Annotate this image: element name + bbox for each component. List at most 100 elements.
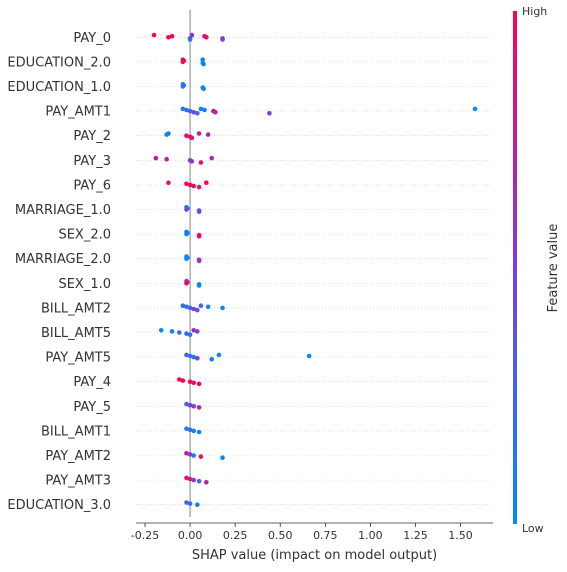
- feature-label: PAY_0: [73, 31, 111, 46]
- shap-point: [164, 156, 169, 162]
- shap-point: [184, 231, 189, 237]
- shap-point: [196, 209, 202, 214]
- shap-point: [195, 307, 200, 313]
- shap-point: [191, 477, 196, 483]
- shap-point: [169, 33, 175, 39]
- shap-point: [189, 32, 195, 38]
- shap-point: [472, 106, 478, 112]
- shap-point: [195, 502, 200, 508]
- feature-label: PAY_AMT3: [45, 474, 111, 489]
- x-tick-label: 1.50: [448, 529, 473, 542]
- shap-point: [198, 303, 204, 309]
- x-tick-label: 0.00: [178, 529, 203, 542]
- feature-label: PAY_4: [73, 375, 111, 390]
- shap-point: [184, 352, 189, 358]
- shap-point: [187, 108, 193, 114]
- x-tick-label: 1.00: [358, 529, 383, 542]
- shap-point: [187, 37, 193, 42]
- feature-label: SEX_1.0: [58, 277, 111, 292]
- shap-point: [220, 37, 225, 42]
- shap-point: [198, 106, 204, 112]
- shap-point: [187, 332, 193, 338]
- shap-point: [153, 155, 159, 161]
- shap-point: [220, 455, 225, 461]
- shap-point: [191, 354, 196, 360]
- feature-label: EDUCATION_1.0: [7, 80, 111, 95]
- feature-label: EDUCATION_3.0: [7, 498, 111, 513]
- shap-point: [200, 57, 206, 62]
- shap-point: [209, 155, 215, 161]
- shap-point: [189, 135, 195, 141]
- shap-point: [164, 132, 169, 137]
- shap-point: [191, 428, 196, 434]
- shap-point: [196, 381, 202, 387]
- feature-label: PAY_AMT1: [45, 105, 111, 120]
- feature-label: EDUCATION_2.0: [7, 55, 111, 70]
- shap-point: [205, 304, 211, 310]
- shap-point: [191, 328, 196, 333]
- shap-point: [184, 475, 189, 481]
- row-gridlines: [136, 36, 493, 506]
- shap-point: [151, 32, 157, 38]
- shap-point: [201, 86, 206, 91]
- shap-point: [176, 377, 182, 382]
- shap-point: [204, 180, 209, 185]
- shap-point: [204, 35, 209, 40]
- shap-point: [213, 109, 218, 115]
- shap-point: [191, 380, 196, 386]
- shap-point: [196, 184, 202, 190]
- feature-label: MARRIAGE_2.0: [15, 252, 111, 267]
- colorbar: [513, 11, 517, 524]
- shap-point: [187, 501, 193, 506]
- shap-point: [184, 500, 189, 505]
- shap-point: [169, 329, 175, 334]
- shap-point: [184, 426, 189, 432]
- shap-point: [166, 35, 171, 40]
- shap-point: [196, 478, 202, 484]
- shap-point: [180, 106, 186, 112]
- feature-label: BILL_AMT1: [41, 424, 111, 439]
- shap-point: [189, 159, 195, 164]
- feature-label: PAY_3: [73, 154, 111, 169]
- shap-point: [196, 234, 202, 239]
- shap-point: [306, 353, 312, 359]
- shap-point: [180, 303, 186, 309]
- feature-label: PAY_2: [73, 129, 111, 144]
- shap-point: [195, 355, 200, 361]
- colorbar-title: Feature value: [546, 224, 561, 313]
- colorbar-high-label: High: [522, 5, 547, 18]
- shap-point: [196, 429, 202, 435]
- shap-point: [187, 402, 193, 408]
- shap-point: [216, 352, 222, 358]
- shap-point: [184, 133, 189, 138]
- shap-point: [184, 207, 189, 212]
- shap-point: [196, 283, 202, 288]
- x-axis: -0.25 0.00 0.25 0.50 0.75 1.00 1.25 1.50: [131, 522, 493, 542]
- shap-point: [201, 61, 206, 67]
- shap-point: [184, 281, 189, 286]
- shap-point: [195, 111, 200, 116]
- x-tick-label: 1.25: [403, 529, 428, 542]
- shap-points: [151, 32, 478, 508]
- shap-point: [187, 427, 193, 433]
- x-tick-label: 0.50: [268, 529, 293, 542]
- shap-point: [176, 330, 182, 335]
- shap-point: [204, 480, 209, 485]
- shap-point: [187, 379, 193, 385]
- shap-point: [187, 476, 193, 482]
- shap-point: [180, 84, 186, 89]
- shap-point: [196, 131, 202, 136]
- feature-label: BILL_AMT5: [41, 326, 111, 341]
- shap-point: [184, 331, 189, 336]
- shap-point: [191, 109, 196, 115]
- feature-label: PAY_5: [73, 400, 111, 415]
- shap-point: [187, 305, 193, 311]
- feature-label: PAY_AMT2: [45, 449, 111, 464]
- feature-label: BILL_AMT2: [41, 301, 111, 316]
- shap-point: [166, 180, 171, 185]
- x-tick-label: 0.25: [223, 529, 248, 542]
- shap-point: [196, 258, 202, 264]
- shap-point: [184, 256, 189, 262]
- shap-point: [184, 181, 189, 187]
